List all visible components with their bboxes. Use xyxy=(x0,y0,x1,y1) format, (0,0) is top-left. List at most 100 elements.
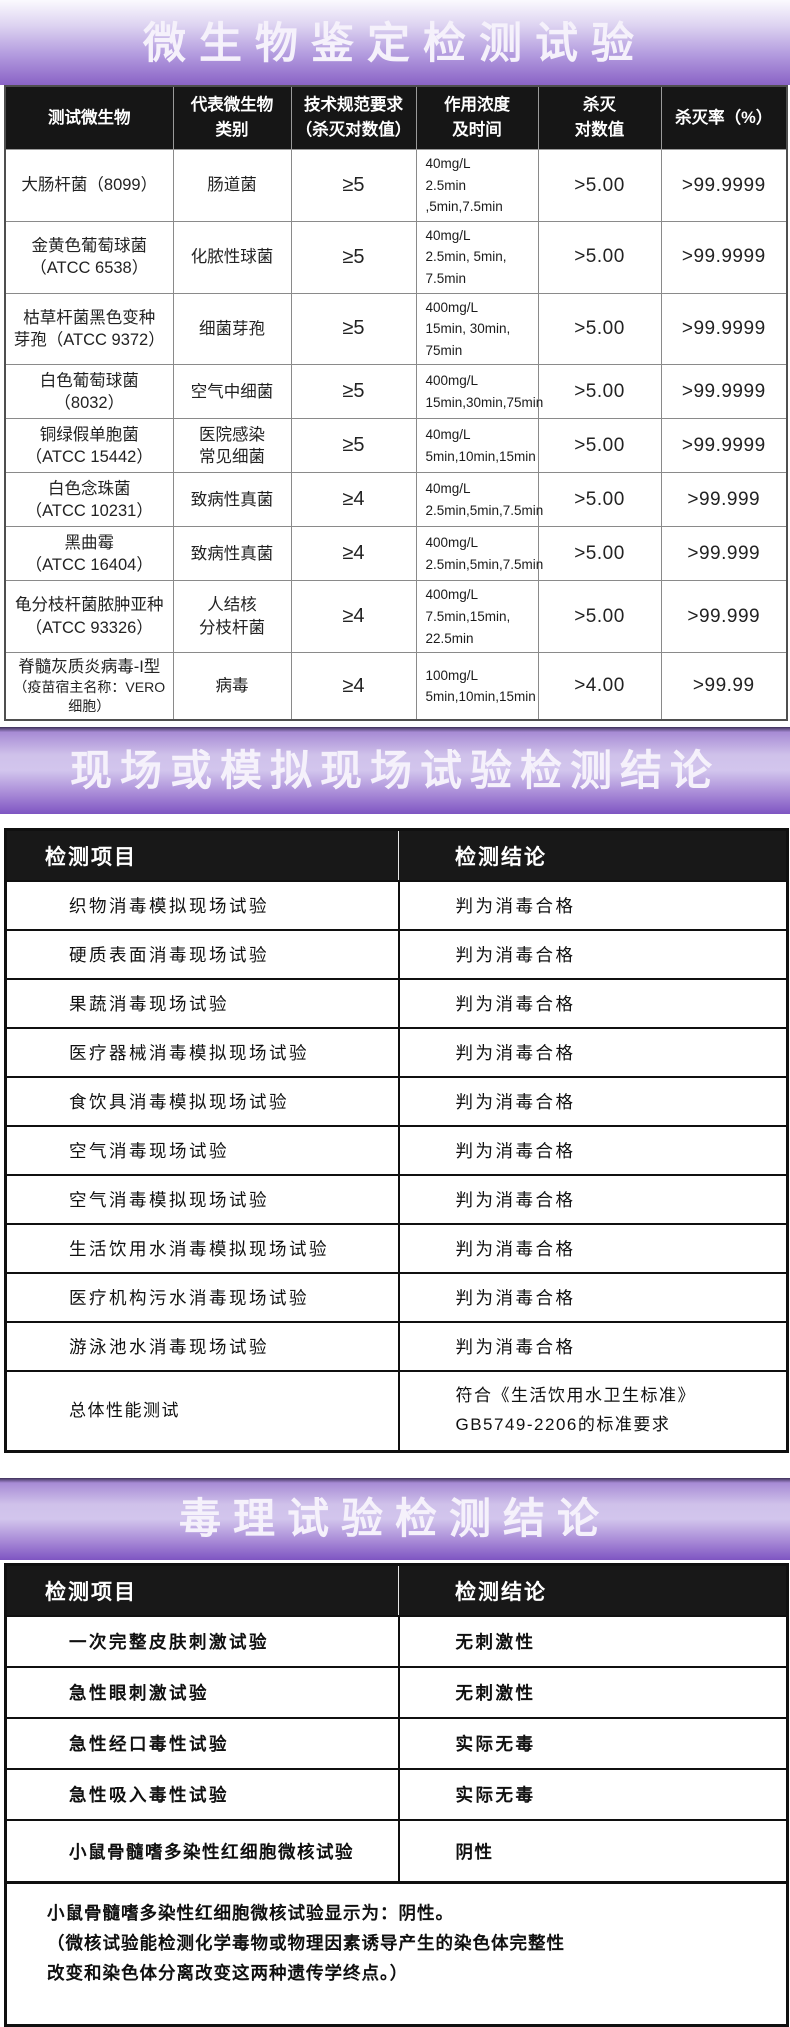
test-item-cell: 医疗机构污水消毒现场试验 xyxy=(5,1272,399,1323)
kill-log-cell: >5.00 xyxy=(537,364,662,420)
test-item-cell: 医疗器械消毒模拟现场试验 xyxy=(5,1027,399,1078)
kill-log-cell: >5.00 xyxy=(537,526,662,582)
kill-log-cell: >5.00 xyxy=(537,149,662,222)
test-result-cell: 判为消毒合格 xyxy=(397,880,788,931)
requirement-cell: ≥5 xyxy=(290,364,417,420)
kill-rate-cell: >99.9999 xyxy=(660,292,788,366)
micronucleus-note: 小鼠骨髓嗜多染性红细胞微核试验显示为：阴性。 （微核试验能检测化学毒物或物理因素… xyxy=(5,1881,788,2026)
test-result-cell: 判为消毒合格 xyxy=(397,1076,788,1127)
category-cell: 细菌芽孢 xyxy=(172,292,292,366)
category-cell: 医院感染 常见细菌 xyxy=(172,418,292,474)
table-row: 空气消毒现场试验 判为消毒合格 xyxy=(5,1125,788,1176)
test-result-cell: 阴性 xyxy=(397,1819,788,1883)
spacer xyxy=(0,1560,790,1564)
requirement-cell: ≥5 xyxy=(290,292,417,366)
section3-title: 毒理试验检测结论 xyxy=(0,1478,790,1561)
table-row: 黑曲霉 （ATCC 16404） 致病性真菌 ≥4 400mg/L 2.5min… xyxy=(4,526,788,582)
table-row: 一次完整皮肤刺激试验 无刺激性 xyxy=(5,1615,788,1668)
category-cell: 肠道菌 xyxy=(172,149,292,222)
table-row: 白色葡萄球菌 （8032） 空气中细菌 ≥5 400mg/L 15min,30m… xyxy=(4,364,788,420)
microbe-name-cell: 黑曲霉 （ATCC 16404） xyxy=(4,526,174,582)
test-item-cell: 急性经口毒性试验 xyxy=(5,1717,399,1770)
requirement-cell: ≥4 xyxy=(290,652,417,721)
table-row: 硬质表面消毒现场试验 判为消毒合格 xyxy=(5,929,788,980)
test-item-cell: 硬质表面消毒现场试验 xyxy=(5,929,399,980)
kill-log-cell: >5.00 xyxy=(537,220,662,294)
dose-cell: 40mg/L 2.5min,5min,7.5min xyxy=(415,472,543,528)
microbe-name-cell: 铜绿假单胞菌 （ATCC 15442） xyxy=(4,418,174,474)
microbe-table-header-row: 测试微生物 代表微生物 类别 技术规范要求 （杀灭对数值） 作用浓度 及时间 杀… xyxy=(4,85,788,150)
test-item-cell: 空气消毒现场试验 xyxy=(5,1125,399,1176)
table-row: 急性吸入毒性试验 实际无毒 xyxy=(5,1768,788,1821)
microbe-name-cell: 枯草杆菌黑色变种 芽孢（ATCC 9372） xyxy=(4,292,174,366)
microbe-name-cell: 龟分枝杆菌脓肿亚种 （ATCC 93326） xyxy=(4,580,174,654)
microbe-name: 白色念珠菌 （ATCC 10231） xyxy=(25,479,153,520)
microbe-name-cell: 金黄色葡萄球菌 （ATCC 6538） xyxy=(4,220,174,294)
microbe-name: 大肠杆菌（8099） xyxy=(21,176,158,195)
table-row: 枯草杆菌黑色变种 芽孢（ATCC 9372） 细菌芽孢 ≥5 400mg/L 1… xyxy=(4,292,788,366)
test-result-cell: 判为消毒合格 xyxy=(397,1223,788,1274)
col-header-test-microbe: 测试微生物 xyxy=(4,85,174,150)
col-header-dose-time: 作用浓度 及时间 xyxy=(415,85,539,150)
kill-log-cell: >5.00 xyxy=(537,418,662,474)
microbe-name-cell: 大肠杆菌（8099） xyxy=(4,149,174,222)
section1-title: 微生物鉴定检测试验 xyxy=(0,0,790,85)
spacer xyxy=(0,721,790,728)
requirement-cell: ≥4 xyxy=(290,580,417,654)
microbe-name: 黑曲霉 （ATCC 16404） xyxy=(25,533,153,574)
requirement-cell: ≥5 xyxy=(290,418,417,474)
col-header-test-conclusion: 检测结论 xyxy=(398,829,788,882)
kill-rate-cell: >99.9999 xyxy=(660,364,788,420)
kill-log-cell: >4.00 xyxy=(537,652,662,721)
table-row: 金黄色葡萄球菌 （ATCC 6538） 化脓性球菌 ≥5 40mg/L 2.5m… xyxy=(4,220,788,294)
col-header-test-item: 检测项目 xyxy=(5,1564,399,1617)
note-row: 小鼠骨髓嗜多染性红细胞微核试验显示为：阴性。 （微核试验能检测化学毒物或物理因素… xyxy=(5,1881,788,2026)
test-result-cell: 无刺激性 xyxy=(397,1666,788,1719)
section2-title: 现场或模拟现场试验检测结论 xyxy=(0,727,790,815)
category-cell: 人结核 分枝杆菌 xyxy=(172,580,292,654)
table-row: 急性经口毒性试验 实际无毒 xyxy=(5,1717,788,1770)
conclusion-table-header-row: 检测项目 检测结论 xyxy=(5,829,788,882)
test-result-cell: 判为消毒合格 xyxy=(397,1027,788,1078)
col-header-category: 代表微生物 类别 xyxy=(172,85,292,150)
dose-cell: 40mg/L 2.5min, 5min, 7.5min xyxy=(415,220,539,294)
toxicology-conclusion-table: 检测项目 检测结论 一次完整皮肤刺激试验 无刺激性 急性眼刺激试验 无刺激性 急… xyxy=(4,1563,789,2027)
test-item-cell: 织物消毒模拟现场试验 xyxy=(5,880,399,931)
kill-rate-cell: >99.9999 xyxy=(660,418,788,474)
dose-cell: 400mg/L 15min, 30min, 75min xyxy=(415,292,539,366)
spacer xyxy=(0,814,790,829)
col-header-test-conclusion: 检测结论 xyxy=(398,1564,788,1617)
table-row: 生活饮用水消毒模拟现场试验 判为消毒合格 xyxy=(5,1223,788,1274)
test-item-cell: 生活饮用水消毒模拟现场试验 xyxy=(5,1223,399,1274)
table-row: 医疗器械消毒模拟现场试验 判为消毒合格 xyxy=(5,1027,788,1078)
kill-rate-cell: >99.999 xyxy=(660,472,788,528)
table-row: 果蔬消毒现场试验 判为消毒合格 xyxy=(5,978,788,1029)
kill-rate-cell: >99.99 xyxy=(660,652,788,721)
test-item-cell: 急性吸入毒性试验 xyxy=(5,1768,399,1821)
microbe-name: 铜绿假单胞菌 （ATCC 15442） xyxy=(25,425,153,466)
table-row: 游泳池水消毒现场试验 判为消毒合格 xyxy=(5,1321,788,1372)
dose-cell: 400mg/L 15min,30min,75min xyxy=(415,364,543,420)
category-cell: 病毒 xyxy=(172,652,292,721)
spacer xyxy=(0,1453,790,1479)
col-header-kill-log: 杀灭 对数值 xyxy=(537,85,662,150)
category-cell: 空气中细菌 xyxy=(172,364,292,420)
category-cell: 致病性真菌 xyxy=(172,472,292,528)
microbe-name-cell: 白色葡萄球菌 （8032） xyxy=(4,364,174,420)
microbe-test-table: 测试微生物 代表微生物 类别 技术规范要求 （杀灭对数值） 作用浓度 及时间 杀… xyxy=(4,85,788,722)
table-row: 铜绿假单胞菌 （ATCC 15442） 医院感染 常见细菌 ≥5 40mg/L … xyxy=(4,418,788,474)
table-row: 小鼠骨髓嗜多染性红细胞微核试验 阴性 xyxy=(5,1819,788,1883)
toxicology-table-header-row: 检测项目 检测结论 xyxy=(5,1564,788,1617)
table-row: 大肠杆菌（8099） 肠道菌 ≥5 40mg/L 2.5min ,5min,7.… xyxy=(4,149,788,222)
test-item-cell: 总体性能测试 xyxy=(5,1370,399,1452)
test-result-cell: 判为消毒合格 xyxy=(397,1321,788,1372)
test-result-cell: 判为消毒合格 xyxy=(397,1125,788,1176)
field-test-conclusion-table: 检测项目 检测结论 织物消毒模拟现场试验 判为消毒合格 硬质表面消毒现场试验 判… xyxy=(4,828,789,1454)
kill-log-cell: >5.00 xyxy=(537,472,662,528)
microbe-name: 龟分枝杆菌脓肿亚种 （ATCC 93326） xyxy=(15,596,164,637)
dose-cell: 100mg/L 5min,10min,15min xyxy=(415,652,539,721)
test-result-cell: 判为消毒合格 xyxy=(397,929,788,980)
test-item-cell: 小鼠骨髓嗜多染性红细胞微核试验 xyxy=(5,1819,399,1883)
requirement-cell: ≥4 xyxy=(290,472,417,528)
col-header-kill-rate: 杀灭率（%） xyxy=(660,85,788,150)
